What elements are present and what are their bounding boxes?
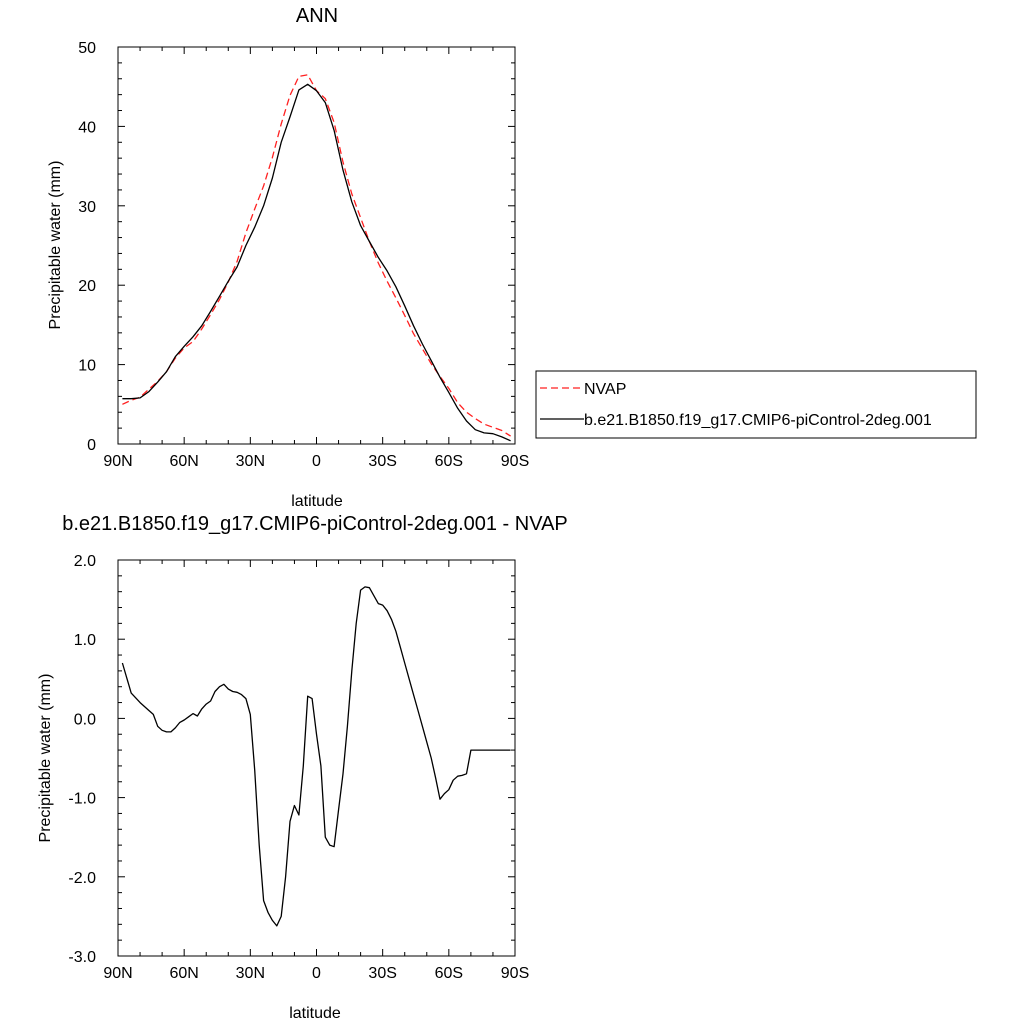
x-tick-label: 90S xyxy=(501,453,529,470)
x-tick-label: 30N xyxy=(236,965,265,982)
y-tick-label: 20 xyxy=(78,278,96,295)
x-tick-label: 60N xyxy=(169,453,198,470)
y-tick-label: -3.0 xyxy=(68,949,96,966)
plot-frame xyxy=(117,46,516,445)
x-tick-label: 30S xyxy=(368,453,396,470)
chart-marks: 90N 60N 30N 0 30S 60S 90S -3.0 -2.0 -1.0 0.0 1.0 2.0 xyxy=(68,553,529,982)
y-tick-label: 1.0 xyxy=(74,632,96,649)
x-tick-label: 60N xyxy=(169,965,198,982)
legend-box xyxy=(535,370,977,439)
y-tick-label: 50 xyxy=(78,40,96,57)
series-line-b-e21-b1850-f19-g17-cmip6-picontrol-2deg-001 xyxy=(122,83,511,442)
chart-title: b.e21.B1850.f19_g17.CMIP6-piControl-2deg… xyxy=(62,513,568,535)
x-tick-label: 0 xyxy=(312,453,321,470)
x-axis-label: latitude xyxy=(289,1005,341,1022)
x-tick-label: 30N xyxy=(236,453,265,470)
chart-title: ANN xyxy=(296,5,338,27)
series-line-difference xyxy=(121,586,511,927)
chart-annual-precipitable-water: ANN 90N 60N 30N 0 30S 60S 90S 0 10 20 30 40 50 latit… xyxy=(47,5,529,510)
y-tick-label: 30 xyxy=(78,199,96,216)
chart-difference-precipitable-water: b.e21.B1850.f19_g17.CMIP6-piControl-2deg… xyxy=(37,513,568,1022)
y-tick-label: 10 xyxy=(78,358,96,375)
x-axis-label: latitude xyxy=(291,493,343,510)
x-tick-label: 90N xyxy=(103,965,132,982)
chart-marks: 90N 60N 30N 0 30S 60S 90S 0 10 20 30 40 50 xyxy=(78,40,529,470)
series-line-nvap xyxy=(122,74,511,437)
legend: NVAP b.e21.B1850.f19_g17.CMIP6-piControl… xyxy=(535,370,977,439)
x-tick-label: 60S xyxy=(435,965,463,982)
y-axis-label: Precipitable water (mm) xyxy=(37,674,54,843)
y-tick-label: 0.0 xyxy=(74,711,96,728)
y-tick-label: 40 xyxy=(78,119,96,136)
y-tick-label: 2.0 xyxy=(74,553,96,570)
x-tick-label: 30S xyxy=(368,965,396,982)
y-tick-label: -2.0 xyxy=(68,870,96,887)
x-tick-label: 60S xyxy=(435,453,463,470)
legend-entry-nvap: NVAP xyxy=(584,381,626,398)
plot-frame xyxy=(117,559,516,957)
y-axis-label: Precipitable water (mm) xyxy=(47,161,64,330)
x-tick-label: 0 xyxy=(312,965,321,982)
y-tick-label: -1.0 xyxy=(68,791,96,808)
x-tick-label: 90N xyxy=(103,453,132,470)
x-tick-label: 90S xyxy=(501,965,529,982)
legend-entry-model: b.e21.B1850.f19_g17.CMIP6-piControl-2deg… xyxy=(584,412,932,429)
y-tick-label: 0 xyxy=(87,437,96,454)
